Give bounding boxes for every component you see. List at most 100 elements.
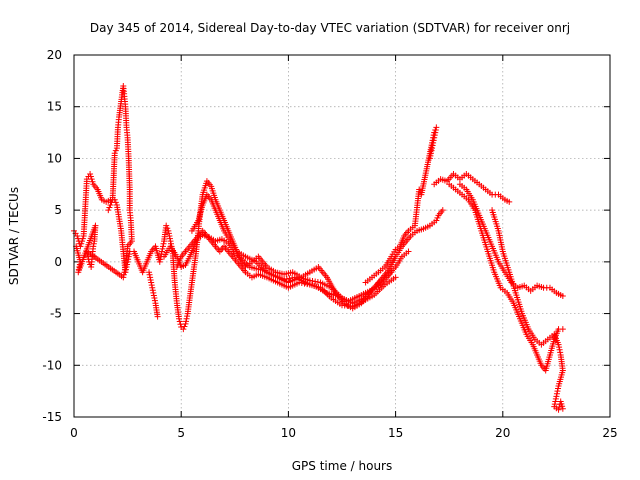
data-point bbox=[554, 388, 561, 395]
data-point bbox=[388, 269, 395, 276]
data-points bbox=[71, 83, 566, 413]
y-tick-label: 10 bbox=[47, 151, 62, 165]
data-point bbox=[106, 204, 113, 211]
data-point bbox=[183, 318, 190, 325]
data-point bbox=[165, 230, 172, 237]
data-point bbox=[553, 393, 560, 400]
data-point bbox=[176, 318, 183, 325]
data-point bbox=[147, 274, 154, 281]
data-point bbox=[90, 240, 97, 247]
data-point bbox=[75, 266, 82, 273]
data-point bbox=[551, 401, 558, 408]
data-point bbox=[555, 341, 562, 348]
data-point bbox=[89, 178, 96, 185]
data-point bbox=[146, 269, 153, 276]
y-tick-label: -10 bbox=[42, 358, 62, 372]
data-point bbox=[163, 222, 170, 229]
y-tick-label: -5 bbox=[50, 307, 62, 321]
data-point bbox=[431, 129, 438, 136]
axis-ticks bbox=[73, 54, 611, 418]
data-point bbox=[166, 233, 173, 239]
data-point bbox=[159, 245, 166, 252]
chart-title: Day 345 of 2014, Sidereal Day-to-day VTE… bbox=[90, 21, 570, 35]
data-point bbox=[122, 264, 129, 271]
data-point bbox=[111, 150, 118, 157]
data-point bbox=[88, 176, 95, 183]
data-point bbox=[177, 321, 184, 328]
data-point bbox=[150, 292, 157, 299]
series-2 bbox=[146, 191, 412, 320]
data-point bbox=[108, 199, 115, 206]
data-point bbox=[289, 274, 296, 281]
data-point bbox=[556, 344, 563, 351]
data-point bbox=[555, 406, 562, 413]
x-axis-label: GPS time / hours bbox=[292, 459, 393, 473]
data-point bbox=[182, 320, 189, 327]
data-point bbox=[559, 292, 566, 299]
data-point bbox=[166, 235, 173, 242]
data-point bbox=[79, 238, 86, 245]
data-point bbox=[432, 126, 439, 133]
y-tick-label: 0 bbox=[54, 255, 62, 269]
data-point bbox=[147, 276, 154, 283]
x-tick-label: 20 bbox=[495, 426, 510, 440]
data-point bbox=[181, 323, 188, 330]
data-point bbox=[79, 235, 86, 242]
data-point bbox=[559, 326, 566, 333]
data-point bbox=[433, 124, 440, 131]
series-9 bbox=[73, 83, 135, 281]
data-point bbox=[392, 274, 399, 281]
data-point bbox=[159, 243, 166, 250]
data-point bbox=[75, 269, 82, 276]
x-tick-labels: 0 5 10 15 20 25 bbox=[70, 426, 617, 440]
data-point bbox=[148, 282, 155, 289]
x-tick-label: 10 bbox=[281, 426, 296, 440]
data-point bbox=[158, 251, 165, 258]
data-point bbox=[556, 404, 563, 411]
data-point bbox=[553, 390, 560, 397]
data-point bbox=[557, 349, 564, 356]
data-point bbox=[433, 217, 440, 224]
data-point bbox=[176, 315, 183, 322]
data-point bbox=[298, 280, 305, 287]
data-point bbox=[304, 281, 311, 288]
data-point bbox=[78, 240, 85, 247]
series-8 bbox=[489, 207, 566, 413]
data-point bbox=[183, 315, 190, 322]
data-point bbox=[146, 271, 153, 278]
series-7 bbox=[456, 181, 566, 299]
data-point bbox=[405, 248, 412, 255]
x-tick-label: 25 bbox=[602, 426, 617, 440]
data-point bbox=[151, 295, 158, 302]
data-point bbox=[439, 207, 446, 214]
data-point bbox=[434, 214, 441, 221]
data-point bbox=[430, 132, 437, 139]
data-point bbox=[158, 248, 165, 255]
data-point bbox=[167, 238, 174, 245]
data-point bbox=[184, 313, 191, 320]
data-point bbox=[150, 289, 157, 296]
data-point bbox=[148, 279, 155, 286]
data-point bbox=[154, 313, 161, 320]
data-point bbox=[555, 382, 562, 389]
data-point bbox=[87, 170, 94, 177]
data-point bbox=[90, 243, 97, 250]
data-point bbox=[429, 137, 436, 144]
series-4 bbox=[173, 227, 399, 310]
data-point bbox=[506, 198, 513, 205]
data-point bbox=[74, 233, 81, 239]
y-tick-labels: -15 -10 -5 0 5 10 15 20 bbox=[42, 48, 62, 424]
data-point bbox=[362, 279, 369, 286]
series-10 bbox=[362, 124, 440, 286]
data-point bbox=[105, 207, 112, 214]
series-3 bbox=[161, 231, 395, 305]
x-tick-label: 0 bbox=[70, 426, 78, 440]
y-tick-label: 15 bbox=[47, 100, 62, 114]
series-1 bbox=[71, 170, 446, 333]
data-point bbox=[121, 269, 128, 276]
y-tick-label: 20 bbox=[47, 48, 62, 62]
data-point bbox=[559, 405, 566, 412]
plot-frame bbox=[73, 54, 611, 418]
data-point bbox=[309, 277, 316, 284]
